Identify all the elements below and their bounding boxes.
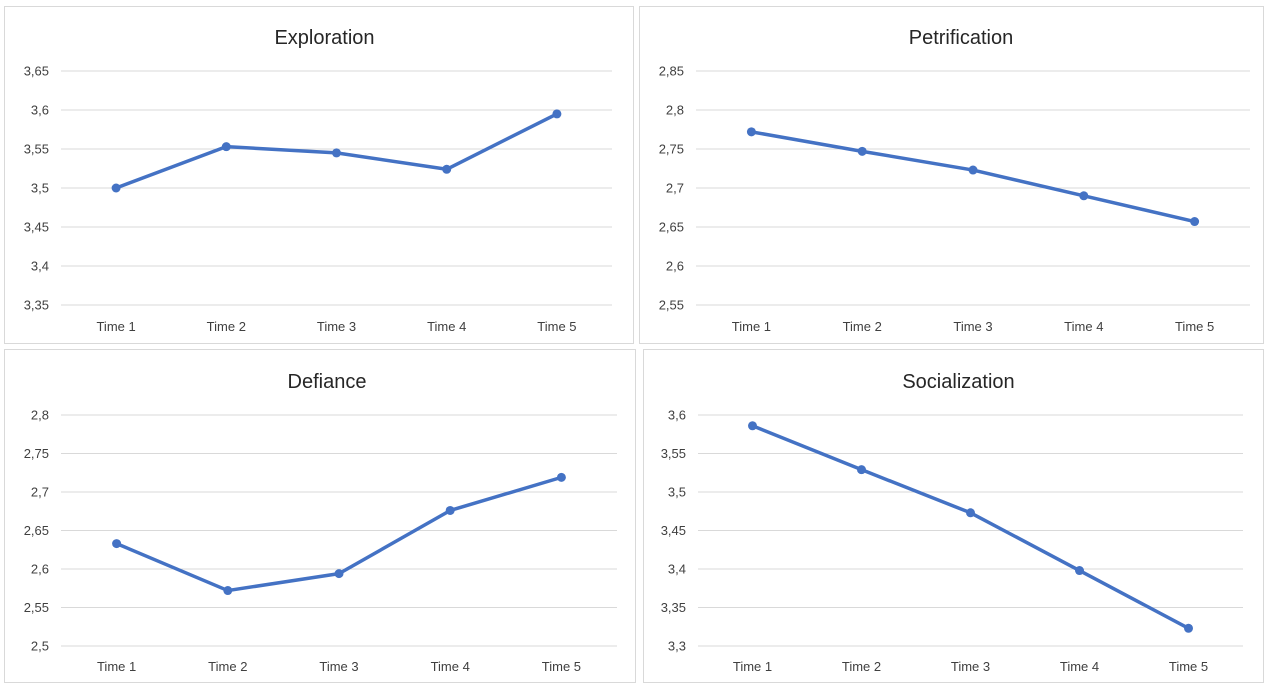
y-tick-label: 3,55 [24,142,49,157]
x-tick-label: Time 3 [951,659,990,674]
x-tick-label: Time 3 [317,319,356,334]
y-tick-label: 2,75 [659,142,684,157]
y-tick-label: 3,45 [24,220,49,235]
series-line [749,130,1197,224]
x-tick-label: Time 3 [319,659,358,674]
y-tick-label: 3,45 [661,523,686,538]
chart-panel-socialization: 3,3 3,35 3,4 3,45 3,5 3,55 3,6 Time 1 Time 2 Time… [643,349,1264,683]
chart-exploration: 3,35 3,4 3,45 3,5 3,55 3,6 3,65 Time 1 Time 2 Tim… [24,27,612,334]
data-point [112,539,122,549]
x-tick-label: Time 2 [843,319,882,334]
y-tick-label: 3,55 [661,446,686,461]
data-point [223,586,233,596]
chart-title: Petrification [909,27,1014,49]
y-tick-label: 2,5 [31,639,49,654]
y-tick-label: 3,3 [668,639,686,654]
chart-defiance: 2,5 2,55 2,6 2,65 2,7 2,75 2,8 Time 1 Time 2 Time… [24,371,617,674]
x-tick-label: Time 5 [542,659,581,674]
data-point [445,505,455,515]
x-tick-label: Time 4 [1064,319,1103,334]
x-tick-label: Time 1 [732,319,771,334]
data-point [1079,191,1089,201]
data-point [746,127,756,137]
y-tick-label: 3,5 [31,181,49,196]
y-tick-label: 2,75 [24,446,49,461]
y-tick-label: 2,55 [24,600,49,615]
data-point [857,465,866,475]
y-tick-label: 2,65 [24,523,49,538]
x-tick-label: Time 4 [1060,659,1099,674]
series-line [750,424,1191,631]
data-point [111,183,121,193]
data-point [556,472,566,482]
y-tick-label: 3,35 [661,600,686,615]
x-tick-label: Time 2 [207,319,246,334]
chart-panel-petrification: 2,55 2,6 2,65 2,7 2,75 2,8 2,85 Time 1 Time 2 Tim… [639,6,1264,344]
data-point [966,508,975,518]
x-tick-label: Time 4 [427,319,466,334]
data-point [332,148,341,158]
y-tick-label: 3,5 [668,485,686,500]
x-tick-label: Time 1 [733,659,772,674]
x-tick-label: Time 2 [842,659,881,674]
x-tick-label: Time 2 [208,659,247,674]
chart-panel-exploration: 3,35 3,4 3,45 3,5 3,55 3,6 3,65 Time 1 Time 2 Tim… [4,6,634,344]
x-tick-label: Time 4 [431,659,470,674]
data-point [748,421,757,431]
y-tick-label: 2,6 [666,259,684,274]
y-tick-label: 3,35 [24,298,49,313]
x-tick-label: Time 5 [1175,319,1214,334]
y-tick-label: 2,7 [31,485,49,500]
x-tick-label: Time 3 [953,319,992,334]
y-tick-label: 2,8 [666,103,684,118]
y-tick-label: 3,6 [31,103,49,118]
chart-title: Socialization [902,371,1014,393]
y-tick-label: 2,55 [659,298,684,313]
chart-panel-defiance: 2,5 2,55 2,6 2,65 2,7 2,75 2,8 Time 1 Time 2 Time… [4,349,636,683]
data-point [968,165,978,175]
data-point [1190,217,1200,227]
chart-title: Defiance [288,371,367,393]
data-point [1184,623,1193,633]
data-point [1075,566,1084,576]
y-tick-label: 3,6 [668,408,686,423]
chart-socialization: 3,3 3,35 3,4 3,45 3,5 3,55 3,6 Time 1 Time 2 Time… [661,371,1243,674]
x-tick-label: Time 5 [537,319,576,334]
chart-petrification: 2,55 2,6 2,65 2,7 2,75 2,8 2,85 Time 1 Time 2 Tim… [659,27,1250,334]
x-tick-label: Time 1 [97,659,136,674]
data-point [221,142,231,152]
x-tick-label: Time 5 [1169,659,1208,674]
data-point [442,164,452,174]
data-point [552,109,562,119]
chart-title: Exploration [274,27,374,49]
y-tick-label: 2,8 [31,408,49,423]
y-tick-label: 2,7 [666,181,684,196]
y-tick-label: 2,6 [31,562,49,577]
y-tick-label: 3,65 [24,64,49,79]
data-point [857,146,867,156]
y-tick-label: 2,65 [659,220,684,235]
x-tick-label: Time 1 [96,319,135,334]
data-point [334,569,344,579]
y-tick-label: 3,4 [31,259,49,274]
y-tick-label: 3,4 [668,562,686,577]
y-tick-label: 2,85 [659,64,684,79]
